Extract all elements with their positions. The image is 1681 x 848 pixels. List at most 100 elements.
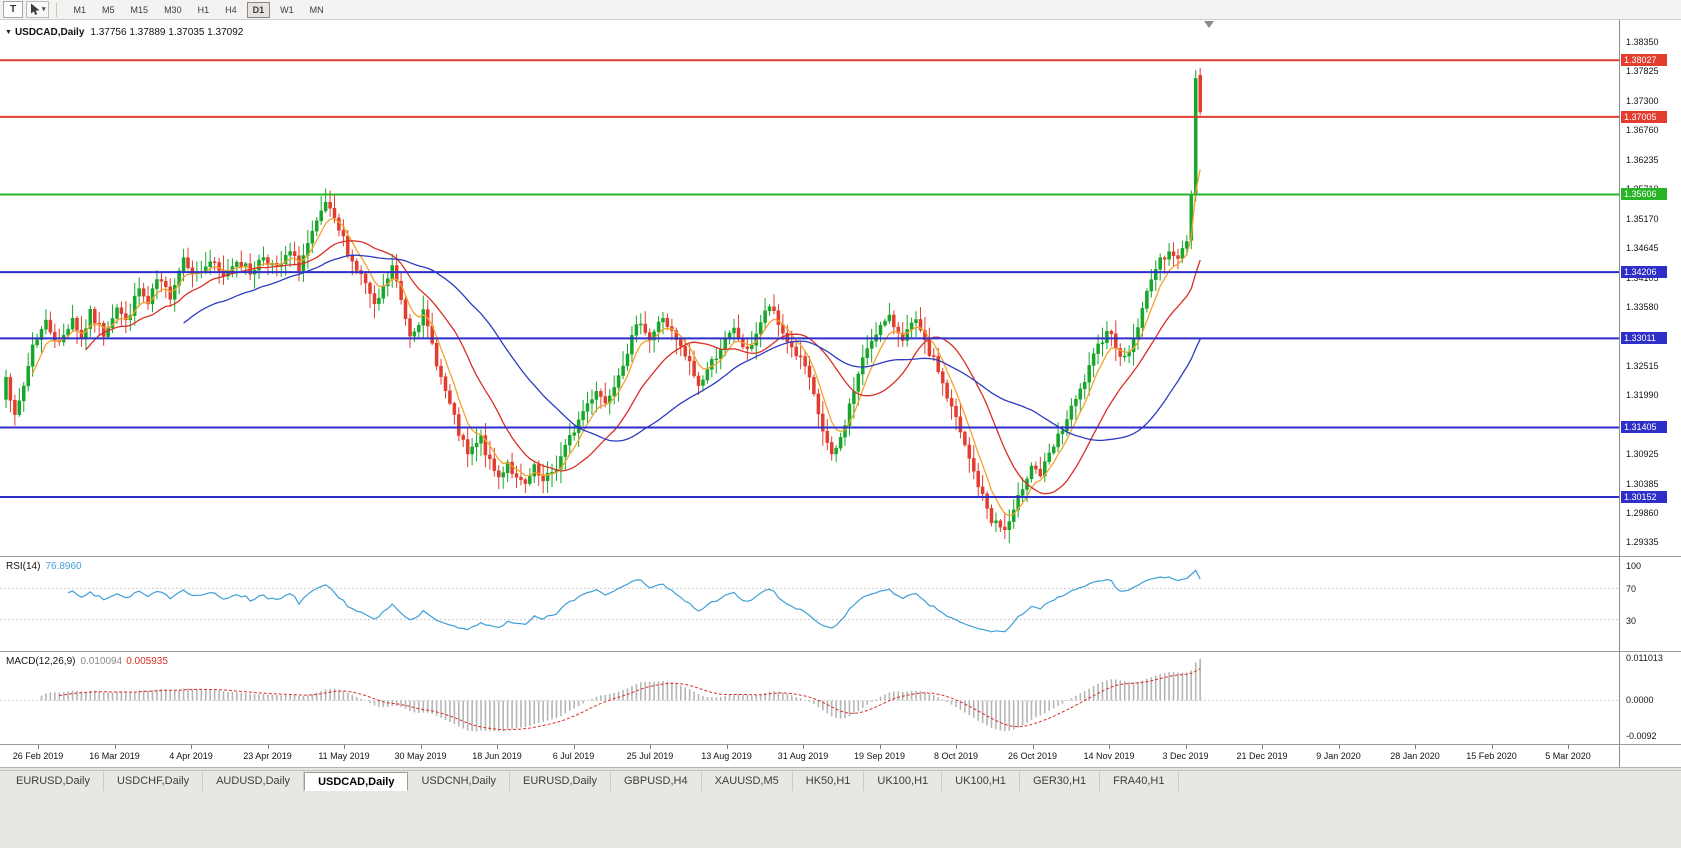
timeframe-button-h4[interactable]: H4 (219, 2, 243, 18)
chart-tab-bar: EURUSD,Daily USDCHF,Daily AUDUSD,Daily USDC… (0, 770, 1681, 791)
date-tick (1568, 745, 1569, 749)
date-label: 21 Dec 2019 (1236, 751, 1288, 761)
moving-average-6 (32, 169, 1201, 517)
axis-corner (1619, 745, 1681, 767)
date-label: 25 Jul 2019 (626, 751, 674, 761)
macd-name: MACD(12,26,9) (6, 656, 76, 667)
timeframe-button-h1[interactable]: H1 (192, 2, 216, 18)
date-tick (1491, 745, 1493, 749)
date-label: 15 Feb 2020 (1466, 751, 1517, 761)
date-tick (344, 745, 345, 749)
date-tick (497, 745, 498, 749)
price-line-badge: 1.34206 (1621, 266, 1667, 279)
rsi-level-label: 70 (1626, 584, 1637, 595)
rsi-axis[interactable]: 100 70 30 (1619, 557, 1681, 651)
timeframe-button-m5[interactable]: M5 (96, 2, 121, 18)
date-tick (38, 745, 39, 749)
chart-tab-7-xauusd-m5[interactable]: XAUUSD,M5 (702, 772, 793, 791)
date-label: 28 Jan 2020 (1390, 751, 1440, 761)
dropdown-arrow-icon: ▾ (42, 6, 46, 13)
timeframe-button-w1[interactable]: W1 (274, 2, 300, 18)
chart-tab-3-usdcad-daily[interactable]: USDCAD,Daily (304, 772, 409, 791)
ohlc-values: 1.37756 1.37889 1.37035 1.37092 (90, 27, 244, 38)
chart-tab-5-eurusd-daily[interactable]: EURUSD,Daily (510, 772, 611, 791)
macd-signal-line (59, 668, 1201, 731)
macd-indicator-label: MACD(12,26,9) 0.010094 0.005935 (6, 656, 168, 667)
timeframe-button-m30[interactable]: M30 (158, 2, 188, 18)
date-tick (267, 745, 269, 749)
text-tool-button[interactable]: T (3, 1, 23, 18)
date-tick (420, 745, 422, 749)
date-tick (1032, 745, 1034, 749)
collapse-triangle-icon[interactable]: ▼ (5, 29, 12, 36)
chart-tab-12-fra40-h1[interactable]: FRA40,H1 (1100, 772, 1179, 791)
date-tick (1109, 745, 1110, 749)
rsi-panel: 100 70 30 RSI(14) 76.8960 (0, 557, 1681, 652)
rsi-plot[interactable] (0, 557, 1619, 651)
date-label: 4 Apr 2019 (169, 751, 213, 761)
date-label: 31 Aug 2019 (777, 751, 829, 761)
price-tick: 1.36760 (1626, 125, 1659, 136)
rsi-level-label: 100 (1626, 561, 1642, 571)
price-tick: 1.34645 (1626, 242, 1659, 253)
timeframe-button-m1[interactable]: M1 (68, 2, 93, 18)
chart-tab-10-uk100-h1[interactable]: UK100,H1 (942, 772, 1020, 791)
chart-tab-11-ger30-h1[interactable]: GER30,H1 (1020, 772, 1101, 791)
rsi-indicator-label: RSI(14) 76.8960 (6, 561, 82, 572)
timeframe-button-m15[interactable]: M15 (125, 2, 155, 18)
timeframe-button-d1[interactable]: D1 (246, 1, 271, 18)
date-tick (114, 745, 116, 749)
price-axis[interactable]: 1.383501.378251.373001.367601.362351.357… (1619, 20, 1681, 556)
chart-tab-1-usdchf-daily[interactable]: USDCHF,Daily (104, 772, 204, 791)
date-tick (1262, 745, 1263, 749)
date-tick (191, 745, 192, 749)
time-axis[interactable]: 26 Feb 2019 16 Mar 2019 4 Apr 2019 23 Apr 2… (0, 745, 1681, 768)
price-tick: 1.31990 (1626, 390, 1659, 401)
macd-main-value: 0.010094 (80, 656, 123, 667)
price-line-badge: 1.30152 (1621, 490, 1667, 503)
date-label: 5 Mar 2020 (1545, 751, 1591, 761)
macd-histogram (40, 658, 1201, 732)
chart-tab-2-audusd-daily[interactable]: AUDUSD,Daily (203, 772, 305, 791)
price-line-badge: 1.31405 (1621, 421, 1667, 434)
price-tick: 1.33580 (1626, 301, 1659, 312)
rsi-level-label: 30 (1626, 615, 1637, 626)
date-label: 26 Oct 2019 (1007, 751, 1058, 761)
cursor-tool-button[interactable]: ▾ (26, 1, 49, 18)
price-tick: 1.36235 (1626, 154, 1659, 165)
candles-group (4, 67, 1202, 544)
top-toolbar: T ▾ M1 M5 M15 M30 H1 H4 D1 W1 MN (0, 0, 1681, 20)
macd-axis[interactable]: 0.011013 0.0000 -0.0092 (1619, 652, 1681, 744)
candlestick-chart[interactable] (0, 20, 1619, 556)
rsi-value: 76.8960 (45, 561, 82, 572)
price-line-badge: 1.37005 (1621, 110, 1667, 123)
window-bottom-area (0, 791, 1681, 848)
price-line-badge: 1.33011 (1621, 332, 1667, 345)
chart-tab-4-usdcnh-daily[interactable]: USDCNH,Daily (408, 772, 511, 791)
macd-axis-label: 0.0000 (1626, 695, 1654, 706)
date-label: 3 Dec 2019 (1162, 751, 1209, 761)
date-label: 30 May 2019 (394, 751, 447, 761)
chart-tab-9-uk100-h1[interactable]: UK100,H1 (864, 772, 943, 791)
date-label: 19 Sep 2019 (853, 751, 906, 761)
macd-plot[interactable] (0, 652, 1619, 744)
symbol-label: USDCAD,Daily (14, 27, 85, 38)
chart-tab-0-eurusd-daily[interactable]: EURUSD,Daily (3, 772, 104, 791)
chart-shift-marker-icon[interactable] (1204, 21, 1215, 28)
macd-axis-label: 0.011013 (1626, 653, 1663, 663)
date-label: 13 Aug 2019 (701, 751, 752, 761)
macd-panel: 0.011013 0.0000 -0.0092 MACD(12,26,9) 0.010… (0, 652, 1681, 745)
chart-symbol-ohlc: ▼ USDCAD,Daily 1.37756 1.37889 1.37035 1.3… (5, 27, 243, 38)
moving-average-18 (85, 240, 1201, 495)
chart-tab-8-hk50-h1[interactable]: HK50,H1 (793, 772, 865, 791)
date-label: 26 Feb 2019 (12, 751, 64, 761)
cursor-icon (31, 3, 40, 15)
date-tick (803, 745, 804, 749)
chart-tab-6-gbpusd-h4[interactable]: GBPUSD,H4 (611, 772, 702, 791)
date-label: 16 Mar 2019 (89, 751, 140, 761)
price-tick: 1.37825 (1626, 66, 1659, 77)
date-tick (1415, 745, 1416, 749)
price-tick: 1.29860 (1626, 508, 1659, 519)
timeframe-button-mn[interactable]: MN (304, 2, 330, 18)
date-tick (650, 745, 651, 749)
